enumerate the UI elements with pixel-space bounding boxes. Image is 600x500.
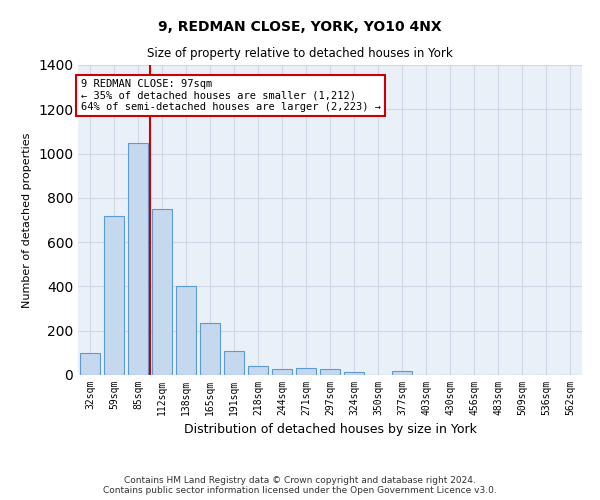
Bar: [224, 350, 244, 375]
Bar: [104, 216, 124, 375]
X-axis label: Distribution of detached houses by size in York: Distribution of detached houses by size …: [184, 424, 476, 436]
Bar: [152, 209, 172, 375]
Bar: [248, 366, 268, 375]
Bar: [344, 372, 364, 375]
Bar: [200, 323, 220, 375]
Bar: [320, 370, 340, 375]
Bar: [80, 353, 100, 375]
Bar: [296, 368, 316, 375]
Bar: [272, 370, 292, 375]
Text: 9, REDMAN CLOSE, YORK, YO10 4NX: 9, REDMAN CLOSE, YORK, YO10 4NX: [158, 20, 442, 34]
Y-axis label: Number of detached properties: Number of detached properties: [22, 132, 32, 308]
Text: 9 REDMAN CLOSE: 97sqm
← 35% of detached houses are smaller (1,212)
64% of semi-d: 9 REDMAN CLOSE: 97sqm ← 35% of detached …: [80, 79, 380, 112]
Bar: [392, 370, 412, 375]
Bar: [128, 142, 148, 375]
Text: Size of property relative to detached houses in York: Size of property relative to detached ho…: [147, 48, 453, 60]
Text: Contains HM Land Registry data © Crown copyright and database right 2024.
Contai: Contains HM Land Registry data © Crown c…: [103, 476, 497, 495]
Bar: [176, 286, 196, 375]
